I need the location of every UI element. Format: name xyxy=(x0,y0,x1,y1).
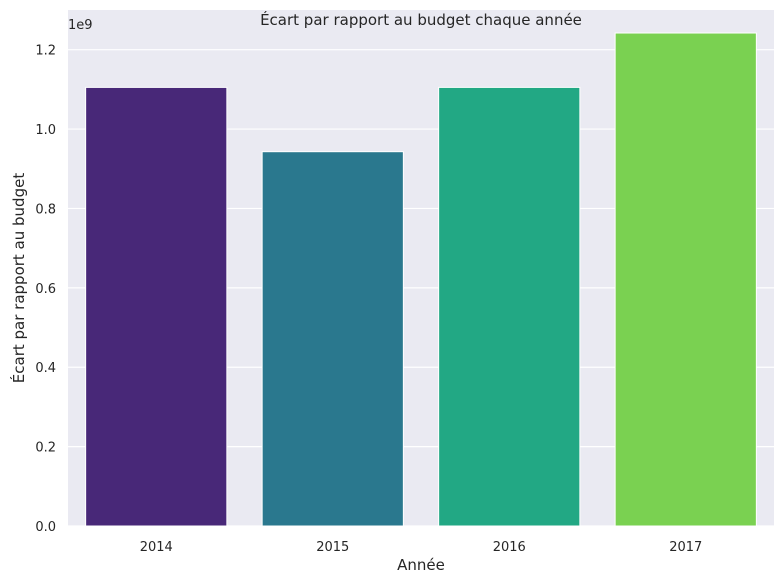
x-axis-ticks: 2014 2015 2016 2017 xyxy=(140,540,703,555)
bar-2015 xyxy=(261,151,404,527)
y-tick-label: 0.8 xyxy=(35,202,56,217)
y-tick-label: 1.0 xyxy=(35,123,56,138)
bars xyxy=(85,32,757,527)
y-tick-label: 1.2 xyxy=(35,44,56,59)
bar-2017 xyxy=(614,32,757,527)
bar-2016 xyxy=(438,86,581,527)
y-tick-label: 0.2 xyxy=(35,441,56,456)
y-axis-ticks: 0.0 0.2 0.4 0.6 0.8 1.0 1.2 xyxy=(35,44,56,535)
x-tick-label-2016: 2016 xyxy=(493,540,526,555)
x-axis-label: Année xyxy=(397,556,445,574)
bar-2014 xyxy=(85,86,228,527)
y-tick-label: 0.4 xyxy=(35,361,56,376)
x-tick-label-2017: 2017 xyxy=(669,540,702,555)
x-tick-label-2015: 2015 xyxy=(316,540,349,555)
y-axis-label: Écart par rapport au budget xyxy=(9,173,28,384)
y-tick-label: 0.0 xyxy=(35,520,56,535)
y-axis-offset-label: 1e9 xyxy=(68,18,93,33)
x-tick-label-2014: 2014 xyxy=(140,540,173,555)
chart-title: Écart par rapport au budget chaque année xyxy=(260,10,582,29)
y-tick-label: 0.6 xyxy=(35,282,56,297)
